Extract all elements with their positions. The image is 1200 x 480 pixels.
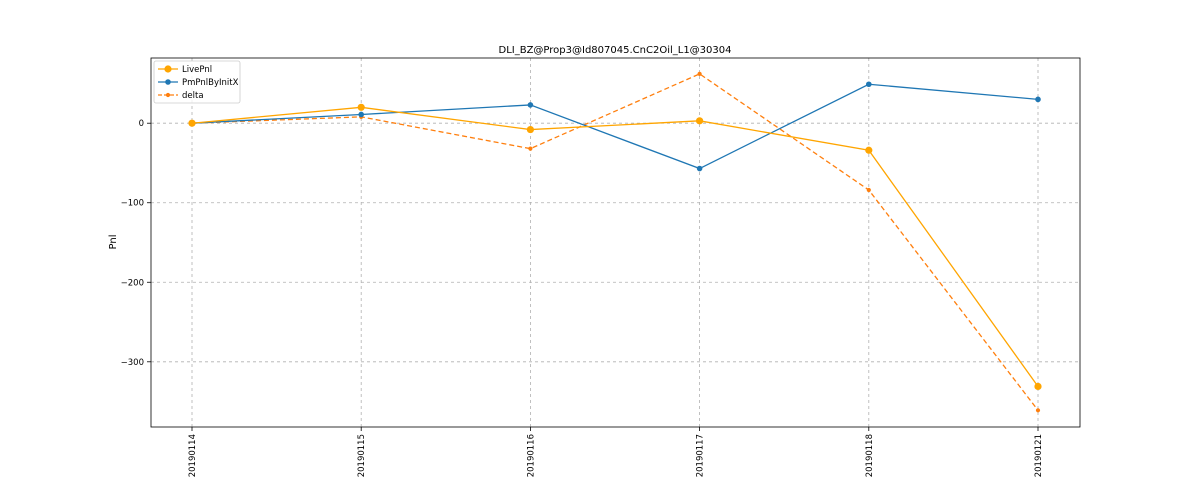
x-tick-label: 20190114 [188,434,198,477]
legend-label-PmPnlByInitX: PmPnlByInitX [182,78,239,88]
x-tick-label: 20190118 [865,434,875,477]
data-point-LivePnl [526,125,535,134]
data-point-LivePnl [357,103,365,111]
plot-area-frame [150,57,1081,428]
data-point-delta [528,146,533,151]
x-tick-label: 20190121 [1034,434,1044,477]
legend-box [153,60,241,104]
legend-label-delta: delta [182,91,204,101]
y-tick-label: 0 [139,119,144,129]
x-tick-label: 20190117 [696,434,706,477]
legend-marker-LivePnl [164,65,172,73]
data-point-LivePnl [188,119,196,127]
legend-marker-PmPnlByInitX [165,79,171,85]
y-tick-label: −300 [121,358,144,368]
y-tick-label: −100 [121,199,144,209]
legend-marker-delta [165,92,171,98]
series-PmPnlByInitX [189,81,1041,172]
legend: LivePnl PmPnlByInitX delta [153,60,241,104]
series-line-LivePnl [191,106,1039,387]
data-point-PmPnlByInitX [358,111,365,118]
legend-label-LivePnl: LivePnl [182,65,212,75]
data-point-PmPnlByInitX [527,102,534,108]
data-point-delta [697,71,702,77]
chart-title: DLI_BZ@Prop3@Id807045.CnC2Oil_L1@30304 [499,45,732,56]
x-tick-label: 20190116 [526,434,536,477]
data-point-LivePnl [865,146,873,154]
axes: 20190114 20190115 20190116 20190117 20190118… [121,119,1044,477]
data-point-delta [1035,408,1041,413]
series-layer [188,71,1042,413]
data-point-PmPnlByInitX [1035,96,1041,103]
data-point-LivePnl [696,117,704,125]
y-axis-title: Pnl [108,235,119,250]
x-tick-label: 20190115 [357,434,367,477]
y-tick-label: −200 [121,278,144,288]
series-line-delta [191,73,1039,411]
data-point-LivePnl [1034,382,1042,391]
series-LivePnl [188,103,1042,391]
data-point-PmPnlByInitX [866,81,872,88]
data-point-PmPnlByInitX [696,165,703,172]
data-point-delta [866,187,871,193]
series-line-PmPnlByInitX [191,83,1039,170]
